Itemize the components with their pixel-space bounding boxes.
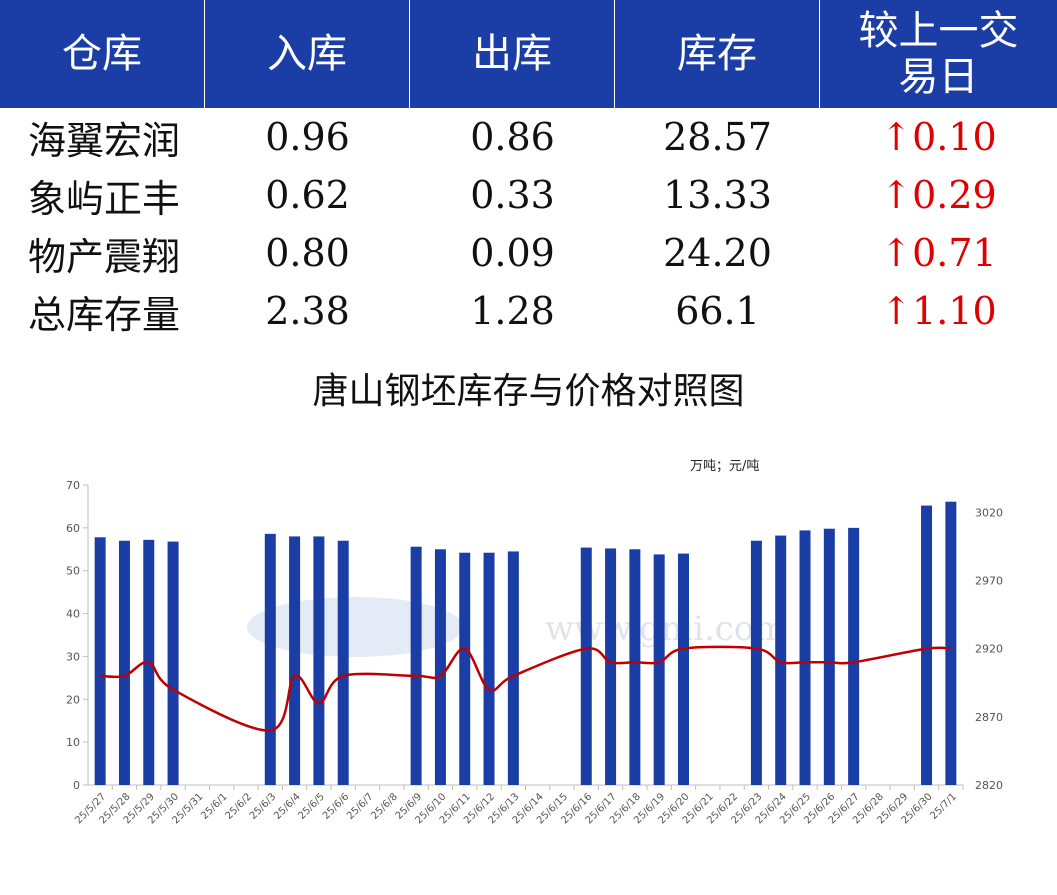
- bar: [750, 540, 762, 785]
- table-row: 象屿正丰 0.62 0.33 13.33 ↑0.29: [0, 166, 1057, 224]
- x-tick-label: 25/6/3: [248, 791, 279, 822]
- stock-value: 66.1: [675, 289, 760, 333]
- change-value: ↑0.10: [880, 115, 997, 159]
- y-tick-label: 60: [66, 522, 80, 535]
- bar: [507, 551, 519, 785]
- bar: [921, 505, 933, 785]
- up-arrow-icon: ↑: [880, 289, 913, 333]
- y2-tick-label: 2920: [975, 643, 1003, 656]
- y-tick-label: 50: [66, 565, 80, 578]
- bar: [459, 552, 471, 785]
- bar: [264, 533, 276, 785]
- up-arrow-icon: ↑: [880, 173, 913, 217]
- warehouse-name: 象屿正丰: [28, 176, 181, 221]
- y2-tick-label: 3020: [975, 506, 1003, 519]
- bar: [629, 549, 641, 785]
- bar: [289, 536, 301, 785]
- inbound-value: 0.96: [265, 115, 350, 159]
- bar: [118, 540, 130, 785]
- x-tick-label: 25/6/2: [224, 791, 255, 822]
- warehouse-name: 总库存量: [28, 292, 181, 337]
- table-row: 海翼宏润 0.96 0.86 28.57 ↑0.10: [0, 108, 1057, 166]
- warehouse-name: 物产震翔: [28, 234, 181, 279]
- stock-value: 24.20: [663, 231, 772, 275]
- bar: [945, 501, 957, 785]
- bar: [605, 548, 617, 785]
- header-outbound: 出库: [410, 0, 615, 108]
- header-warehouse: 仓库: [0, 0, 205, 108]
- bar: [94, 537, 106, 785]
- stock-value: 13.33: [663, 173, 772, 217]
- x-tick-label: 25/7/1: [928, 791, 959, 822]
- y-tick-label: 70: [66, 479, 80, 492]
- change-value: ↑1.10: [880, 289, 997, 333]
- bar: [167, 541, 179, 785]
- y-tick-label: 10: [66, 736, 80, 749]
- header-stock: 库存: [615, 0, 820, 108]
- y-tick-label: 0: [73, 779, 80, 792]
- y2-tick-label: 2870: [975, 711, 1003, 724]
- header-inbound: 入库: [205, 0, 410, 108]
- x-tick-label: 25/6/4: [272, 791, 303, 822]
- bar: [337, 540, 349, 785]
- inbound-value: 0.62: [265, 173, 350, 217]
- price-line: [100, 645, 951, 732]
- table-header: 仓库 入库 出库 库存 较上一交易日: [0, 0, 1057, 108]
- y2-tick-label: 2820: [975, 779, 1003, 792]
- bar: [775, 535, 787, 785]
- tick-labels: 0102030405060702820287029202970302025/5/…: [66, 479, 1003, 826]
- x-tick-label: 25/6/1: [199, 791, 230, 822]
- x-tick-label: 25/6/8: [369, 791, 400, 822]
- bar-series: [94, 501, 957, 785]
- y2-tick-label: 2970: [975, 574, 1003, 587]
- bar: [410, 546, 422, 785]
- bar: [848, 527, 860, 785]
- unit-label: 万吨；元/吨: [690, 459, 760, 474]
- price-line-series: [100, 645, 951, 732]
- outbound-value: 1.28: [470, 289, 555, 333]
- bar: [580, 547, 592, 785]
- axes-layer: [83, 484, 964, 790]
- bar: [483, 552, 495, 785]
- stock-value: 28.57: [663, 115, 772, 159]
- bar: [653, 554, 665, 785]
- change-value: ↑0.71: [880, 231, 997, 275]
- x-tick-label: 25/6/7: [345, 791, 376, 822]
- inventory-table: 仓库 入库 出库 库存 较上一交易日 海翼宏润 0.96 0.86 28.57 …: [0, 0, 1057, 340]
- up-arrow-icon: ↑: [880, 115, 913, 159]
- x-tick-label: 25/6/5: [296, 791, 327, 822]
- warehouse-name: 海翼宏润: [28, 118, 181, 163]
- bar: [677, 553, 689, 785]
- y-tick-label: 40: [66, 608, 80, 621]
- header-change: 较上一交易日: [820, 0, 1057, 108]
- x-tick-label: 25/6/6: [321, 791, 352, 822]
- bar: [823, 528, 835, 785]
- outbound-value: 0.86: [470, 115, 555, 159]
- chart-title: 唐山钢坯库存与价格对照图: [312, 371, 745, 412]
- change-value: ↑0.29: [880, 173, 997, 217]
- table-row: 总库存量 2.38 1.28 66.1 ↑1.10: [0, 282, 1057, 340]
- bar: [313, 536, 325, 785]
- y-tick-label: 30: [66, 650, 80, 663]
- inbound-value: 0.80: [265, 231, 350, 275]
- up-arrow-icon: ↑: [880, 231, 913, 275]
- bar: [799, 530, 811, 785]
- table-row: 物产震翔 0.80 0.09 24.20 ↑0.71: [0, 224, 1057, 282]
- y-tick-label: 20: [66, 693, 80, 706]
- inbound-value: 2.38: [265, 289, 350, 333]
- outbound-value: 0.09: [470, 231, 555, 275]
- bar: [434, 549, 446, 785]
- outbound-value: 0.33: [470, 173, 555, 217]
- inventory-price-chart: 0102030405060702820287029202970302025/5/…: [66, 479, 1003, 826]
